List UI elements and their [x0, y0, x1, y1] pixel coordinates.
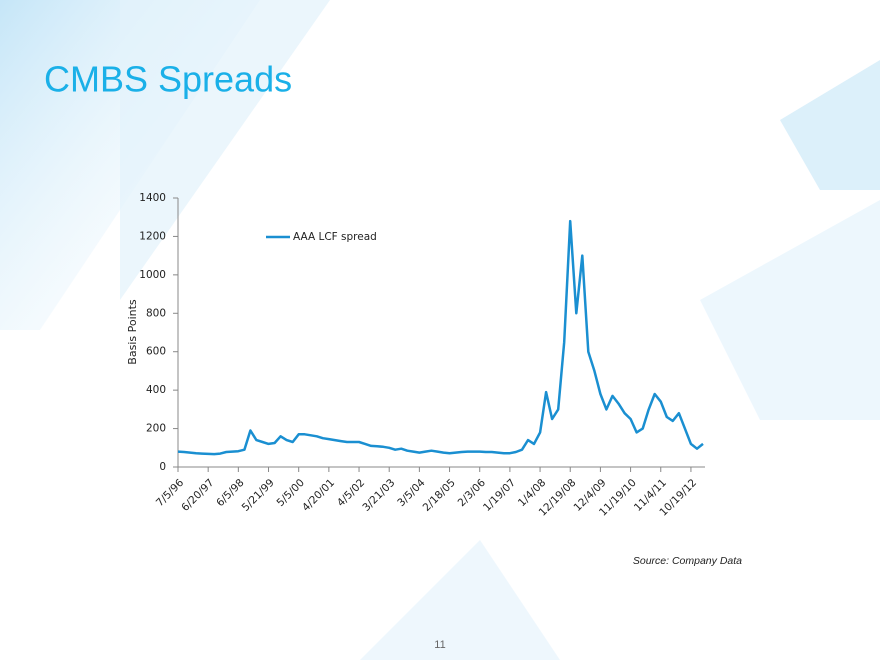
y-tick-label: 400	[146, 384, 166, 396]
y-tick-label: 0	[159, 461, 166, 473]
y-tick-label: 800	[146, 307, 166, 319]
x-tick-label: 4/20/01	[300, 477, 337, 514]
y-tick-label: 1400	[139, 192, 166, 204]
bg-shape	[120, 0, 330, 300]
x-tick-label: 5/21/99	[240, 477, 277, 514]
y-tick-label: 600	[146, 346, 166, 358]
x-tick-label: 6/20/97	[179, 477, 216, 514]
y-tick-label: 200	[146, 423, 166, 435]
source-note: Source: Company Data	[633, 555, 742, 567]
legend-label: AAA LCF spread	[293, 231, 377, 243]
x-tick-label: 3/21/03	[360, 477, 397, 514]
series-line	[177, 219, 704, 456]
x-tick-label: 2/18/05	[421, 477, 458, 514]
bg-shape	[700, 200, 880, 420]
y-tick-label: 1000	[139, 269, 166, 281]
y-tick-label: 1200	[139, 230, 166, 242]
slide-title: CMBS Spreads	[44, 59, 292, 100]
x-tick-label: 1/19/07	[481, 477, 518, 514]
bg-shape	[780, 60, 880, 190]
y-axis-label: Basis Points	[126, 299, 139, 365]
plot: 02004006008001000120014007/5/966/20/976/…	[139, 192, 705, 519]
bg-shape	[360, 540, 560, 660]
page-number: 11	[434, 639, 445, 651]
